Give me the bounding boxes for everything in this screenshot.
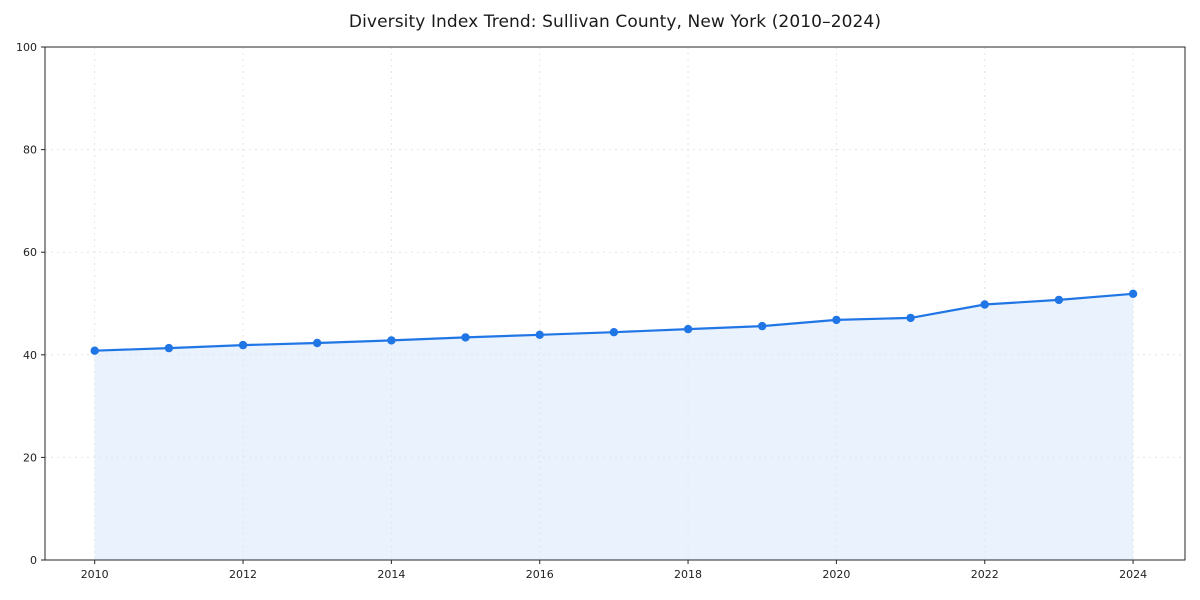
x-tick-label: 2012	[229, 568, 257, 581]
x-tick-label: 2016	[526, 568, 554, 581]
x-tick-label: 2020	[822, 568, 850, 581]
x-tick-label: 2022	[971, 568, 999, 581]
y-tick-label: 20	[23, 451, 37, 464]
x-tick-label: 2024	[1119, 568, 1147, 581]
x-tick-label: 2010	[81, 568, 109, 581]
y-tick-label: 60	[23, 246, 37, 259]
x-tick-label: 2018	[674, 568, 702, 581]
x-tick-label: 2014	[377, 568, 405, 581]
y-tick-label: 0	[30, 554, 37, 567]
y-tick-label: 100	[16, 41, 37, 54]
y-tick-label: 40	[23, 349, 37, 362]
chart-title: Diversity Index Trend: Sullivan County, …	[348, 12, 882, 32]
y-tick-label: 80	[23, 144, 37, 157]
